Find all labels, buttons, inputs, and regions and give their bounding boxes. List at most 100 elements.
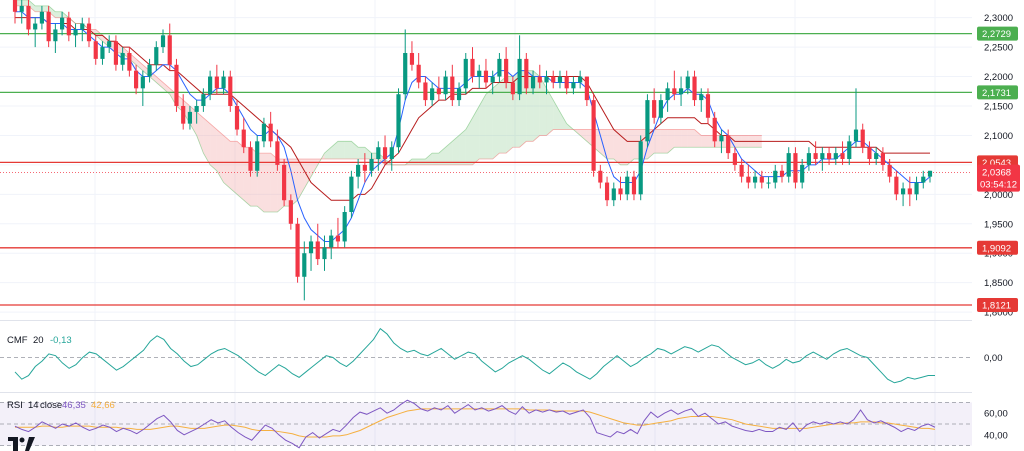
candle-body[interactable] [604, 182, 610, 201]
candle-body[interactable] [12, 0, 18, 12]
candle-body[interactable] [113, 41, 119, 65]
candle-body[interactable] [93, 41, 98, 59]
candle-body[interactable] [53, 29, 58, 42]
candle-body[interactable] [288, 200, 293, 224]
candle-body[interactable] [470, 58, 475, 77]
candle-body[interactable] [510, 82, 515, 95]
candle-body[interactable] [483, 70, 489, 83]
candlesticks[interactable] [12, 0, 933, 301]
candle-body[interactable] [813, 153, 818, 159]
candle-body[interactable] [134, 70, 139, 89]
candle-body[interactable] [140, 76, 145, 89]
candle-body[interactable] [86, 23, 92, 42]
candle-body[interactable] [578, 76, 583, 83]
candle-body[interactable] [860, 129, 865, 148]
candle-body[interactable] [551, 76, 556, 83]
candle-body[interactable] [564, 76, 569, 89]
candle-body[interactable] [672, 88, 677, 95]
candle-body[interactable] [234, 106, 240, 130]
candle-body[interactable] [658, 100, 663, 118]
candle-body[interactable] [80, 23, 85, 30]
candle-body[interactable] [255, 141, 260, 171]
candle-body[interactable] [779, 170, 785, 177]
candle-body[interactable] [322, 247, 327, 260]
cmf-pane[interactable]: 0,00 [0, 327, 1003, 384]
candle-body[interactable] [268, 123, 273, 142]
candle-body[interactable] [19, 5, 24, 12]
candle-body[interactable] [154, 47, 159, 65]
candle-body[interactable] [208, 76, 213, 95]
candle-body[interactable] [887, 164, 892, 177]
candle-body[interactable] [685, 76, 690, 89]
candle-body[interactable] [544, 76, 549, 83]
candle-body[interactable] [66, 17, 71, 36]
candle-body[interactable] [645, 100, 650, 142]
candle-body[interactable] [450, 76, 455, 101]
candle-body[interactable] [335, 235, 341, 242]
candle-body[interactable] [719, 135, 724, 142]
candle-body[interactable] [901, 188, 906, 195]
candle-body[interactable] [517, 58, 522, 95]
candle-body[interactable] [228, 76, 233, 106]
candle-body[interactable] [127, 53, 132, 71]
candle-body[interactable] [369, 159, 374, 171]
candle-body[interactable] [107, 41, 112, 48]
candle-body[interactable] [315, 241, 320, 260]
candle-body[interactable] [490, 76, 495, 83]
candle-body[interactable] [524, 58, 529, 89]
candle-body[interactable] [699, 94, 704, 101]
candle-body[interactable] [443, 76, 448, 95]
candle-body[interactable] [867, 147, 872, 159]
candle-body[interactable] [497, 58, 502, 77]
candle-body[interactable] [389, 147, 394, 159]
candle-body[interactable] [726, 135, 731, 154]
tradingview-logo-icon[interactable] [8, 437, 35, 451]
candle-body[interactable] [598, 170, 603, 183]
candle-body[interactable] [349, 176, 354, 212]
candle-body[interactable] [914, 182, 919, 195]
rsi-pane[interactable]: 60,00 40,00 [0, 399, 1008, 449]
candle-body[interactable] [221, 76, 226, 89]
candle-body[interactable] [840, 153, 845, 159]
candle-body[interactable] [705, 94, 711, 118]
candle-body[interactable] [732, 153, 737, 165]
candle-body[interactable] [692, 76, 697, 101]
candle-body[interactable] [537, 76, 542, 83]
candle-body[interactable] [793, 153, 798, 183]
candle-body[interactable] [833, 153, 838, 159]
candle-body[interactable] [504, 58, 509, 83]
candle-body[interactable] [194, 106, 199, 112]
candle-body[interactable] [120, 53, 125, 65]
candle-body[interactable] [927, 170, 933, 177]
candle-body[interactable] [282, 164, 287, 201]
candle-body[interactable] [853, 129, 859, 142]
candle-body[interactable] [187, 111, 193, 124]
candle-body[interactable] [174, 64, 179, 106]
candle-body[interactable] [618, 188, 623, 195]
candle-body[interactable] [530, 76, 536, 89]
candle-body[interactable] [409, 53, 415, 65]
candle-body[interactable] [712, 117, 717, 142]
candle-body[interactable] [100, 47, 105, 59]
candle-body[interactable] [678, 88, 684, 95]
candle-body[interactable] [201, 94, 206, 106]
candle-body[interactable] [342, 212, 347, 242]
candle-body[interactable] [147, 64, 152, 77]
candle-body[interactable] [752, 176, 758, 183]
candle-body[interactable] [820, 153, 825, 159]
candle-body[interactable] [638, 141, 643, 195]
candle-body[interactable] [26, 5, 31, 30]
candle-body[interactable] [416, 64, 421, 83]
candle-body[interactable] [423, 82, 428, 101]
candle-body[interactable] [894, 176, 899, 195]
candle-body[interactable] [773, 170, 778, 183]
candle-body[interactable] [241, 129, 246, 148]
candle-body[interactable] [584, 76, 589, 101]
candle-body[interactable] [167, 35, 172, 65]
candle-body[interactable] [302, 253, 307, 277]
candle-body[interactable] [46, 11, 51, 42]
candle-body[interactable] [874, 153, 879, 159]
candle-body[interactable] [826, 153, 832, 159]
candle-body[interactable] [591, 100, 596, 171]
